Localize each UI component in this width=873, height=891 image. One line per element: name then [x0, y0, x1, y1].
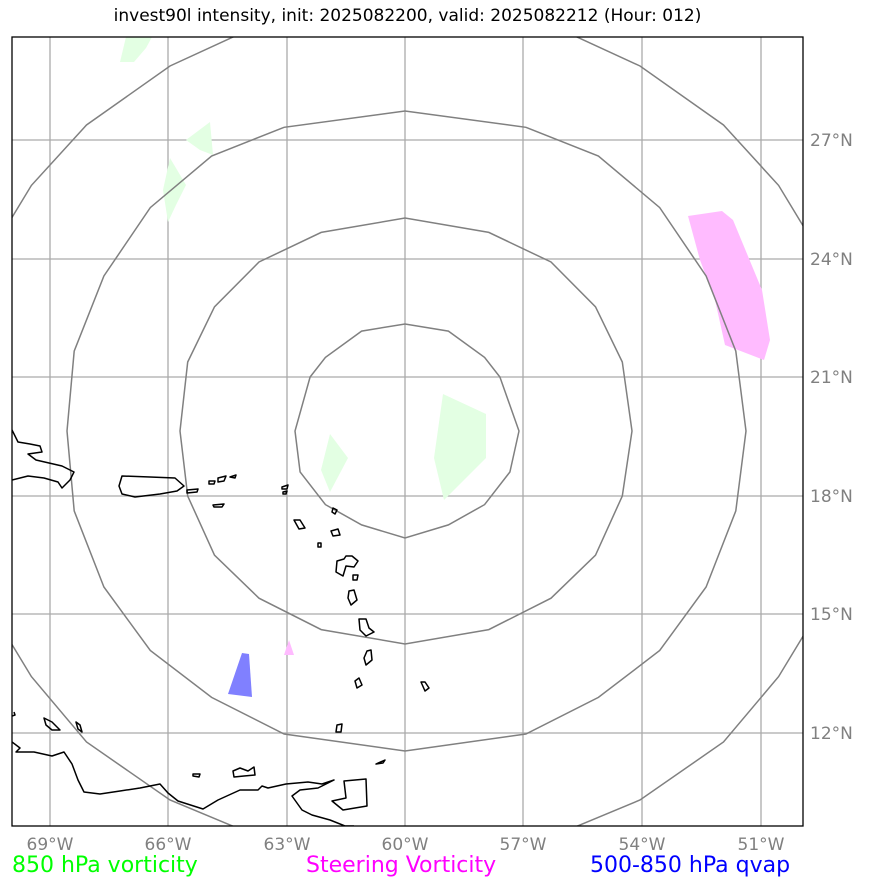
lon-tick-label: 63°W: [264, 835, 311, 855]
island: [217, 475, 227, 483]
island: [186, 488, 199, 494]
island: [229, 474, 237, 479]
lat-tick-label: 21°N: [810, 368, 853, 388]
vorticity-850-areas: [120, 37, 486, 500]
hispaniola-coast: [12, 429, 75, 489]
island: [282, 490, 288, 495]
guadeloupe-coast: [335, 555, 359, 577]
lat-tick-label: 24°N: [810, 250, 853, 270]
legend-steering-vorticity: Steering Vorticity: [306, 853, 497, 878]
lat-tick-label: 12°N: [810, 724, 853, 744]
island: [330, 528, 341, 537]
lon-tick-label: 69°W: [27, 835, 74, 855]
island: [331, 507, 338, 515]
range-ring-4: [12, 37, 803, 826]
lon-tick-label: 51°W: [738, 835, 785, 855]
tobago-coast: [375, 759, 386, 765]
range-rings: [12, 37, 803, 826]
lon-tick-label: 66°W: [145, 835, 192, 855]
lat-tick-label: 18°N: [810, 487, 853, 507]
trinidad-coast: [331, 778, 368, 811]
island: [293, 519, 306, 530]
vorticity-area: [434, 394, 486, 500]
vorticity-area: [186, 122, 213, 155]
graticule: [12, 37, 803, 826]
legend-qvap: 500-850 hPa qvap: [590, 853, 791, 878]
coastlines: [12, 429, 430, 826]
lat-tick-label: 15°N: [810, 605, 853, 625]
steering-vorticity-areas: [284, 211, 770, 655]
barbados-coast: [420, 681, 430, 692]
lon-tick-label: 54°W: [619, 835, 666, 855]
lon-tick-label: 60°W: [382, 835, 429, 855]
lon-tick-labels: 69°W 66°W 63°W 60°W 57°W 54°W 51°W: [27, 835, 785, 855]
lon-tick-label: 57°W: [500, 835, 547, 855]
island: [281, 484, 289, 490]
island: [75, 721, 83, 733]
puerto-rico-coast: [118, 475, 185, 498]
legend-850-vorticity: 850 hPa vorticity: [12, 853, 198, 878]
map-title: invest90l intensity, init: 2025082200, v…: [113, 6, 702, 26]
vorticity-area: [321, 434, 348, 492]
st-vincent-coast: [354, 677, 363, 689]
grenada-coast: [335, 723, 343, 733]
map-frame: [11, 36, 804, 827]
island: [208, 480, 216, 485]
martinique-coast: [358, 618, 375, 637]
island: [12, 711, 16, 717]
range-ring-2: [179, 217, 633, 645]
island: [212, 503, 225, 508]
steering-area: [284, 640, 294, 655]
island: [352, 574, 359, 581]
steering-area: [688, 211, 770, 360]
curacao-coast: [43, 717, 61, 731]
venezuela-coast: [12, 741, 354, 826]
island: [192, 773, 201, 778]
margarita-coast: [232, 766, 256, 778]
st-lucia-coast: [363, 649, 373, 666]
dominica-coast: [347, 589, 358, 606]
lat-tick-labels: 27°N 24°N 21°N 18°N 15°N 12°N: [810, 131, 853, 744]
qvap-area: [228, 653, 252, 697]
island: [317, 542, 322, 548]
vorticity-area: [163, 158, 186, 222]
vorticity-area: [120, 37, 152, 62]
range-ring-3: [66, 110, 747, 752]
lat-tick-label: 27°N: [810, 131, 853, 151]
range-ring-1: [294, 323, 520, 539]
